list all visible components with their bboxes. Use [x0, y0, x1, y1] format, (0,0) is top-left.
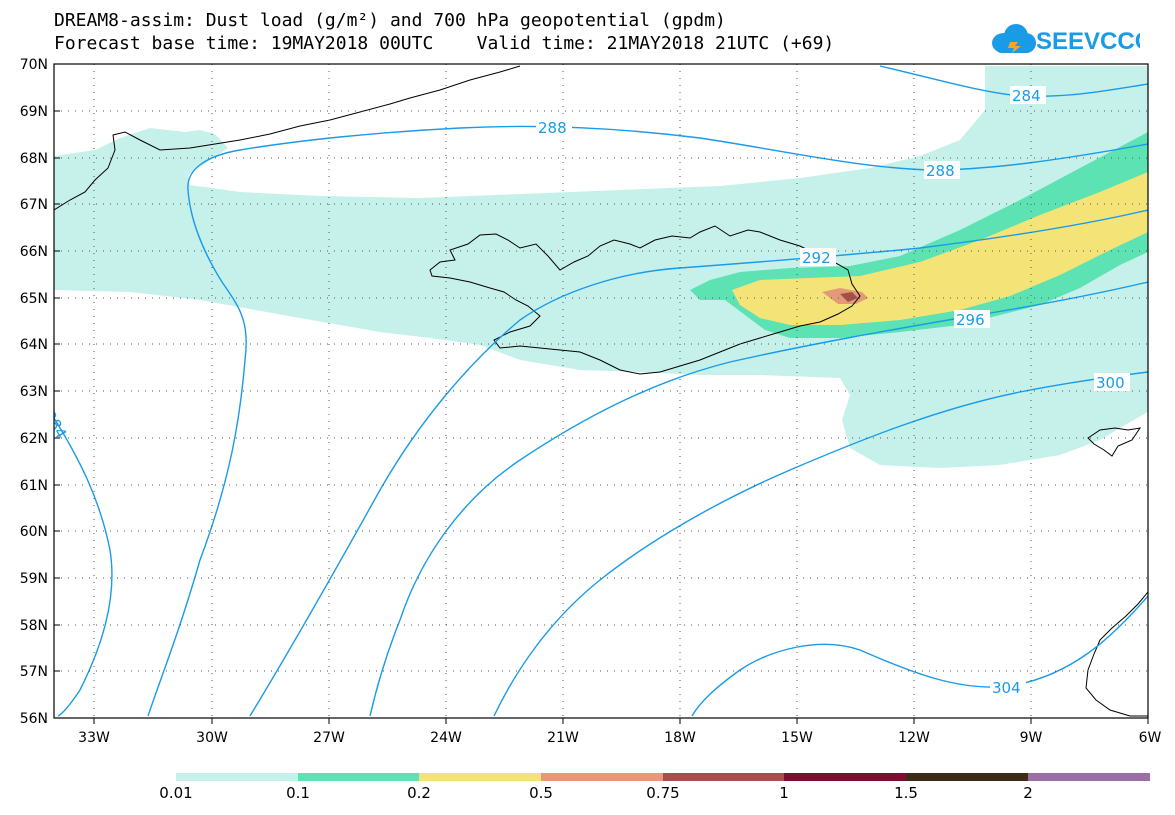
colorbar-label: 0.1: [286, 784, 310, 802]
lon-label: 24W: [430, 730, 462, 746]
contour-label-304: 304: [992, 679, 1021, 697]
lat-label: 70N: [20, 57, 48, 73]
contour-label-300: 300: [1096, 374, 1125, 392]
contour-label-288-a: 288: [538, 119, 567, 137]
dust-area-0.75: [840, 292, 858, 302]
colorbar-label: 0.5: [529, 784, 553, 802]
colorbar-segment: [906, 773, 1028, 781]
colorbar-label: 0.2: [407, 784, 431, 802]
dust-area-0.2: [732, 172, 1148, 325]
contour-292: [249, 209, 1148, 717]
colorbar-segment: [663, 773, 784, 781]
lat-label: 64N: [20, 337, 48, 353]
contour-labels: 284 288 288 292 296 300 304 284: [54, 86, 1130, 697]
lat-label: 58N: [20, 618, 48, 634]
lon-label: 18W: [664, 730, 696, 746]
lat-label: 62N: [20, 431, 48, 447]
axis-ticks: [54, 63, 1149, 724]
lat-label: 60N: [20, 524, 48, 540]
lon-label: 15W: [781, 730, 813, 746]
colorbar-label: 1.5: [894, 784, 918, 802]
contour-label-296: 296: [956, 311, 985, 329]
lon-label: 6W: [1139, 730, 1162, 746]
contour-label-288-b: 288: [926, 162, 955, 180]
colorbar-segment: [784, 773, 906, 781]
lon-label: 21W: [547, 730, 579, 746]
contour-288: [147, 125, 1148, 717]
forecast-time-info: Forecast base time: 19MAY2018 00UTC Vali…: [54, 33, 835, 54]
lon-label: 12W: [898, 730, 930, 746]
lat-label: 65N: [20, 291, 48, 307]
colorbar-label: 2: [1023, 784, 1033, 802]
logo-text: SEEVCCC: [1036, 28, 1140, 55]
colorbar-segment: [1028, 773, 1150, 781]
contour-284-west: [54, 417, 113, 717]
colorbar-label: 1: [779, 784, 789, 802]
latitude-labels: 70N 69N 68N 67N 66N 65N 64N 63N 62N 61N …: [20, 57, 48, 727]
seevccc-logo: SEEVCCC: [992, 24, 1140, 55]
map-title: DREAM8-assim: Dust load (g/m²) and 700 h…: [54, 10, 726, 31]
lat-label: 57N: [20, 664, 48, 680]
contour-label-284: 284: [1012, 87, 1041, 105]
lat-label: 67N: [20, 197, 48, 213]
colorbar-segment: [419, 773, 541, 781]
contour-304: [691, 595, 1148, 717]
colorbar: [176, 773, 1150, 781]
longitude-labels: 33W 30W 27W 24W 21W 18W 15W 12W 9W 6W: [78, 730, 1161, 746]
contour-300: [493, 371, 1148, 717]
colorbar-label: 0.75: [646, 784, 680, 802]
lon-label: 27W: [313, 730, 345, 746]
lat-label: 69N: [20, 104, 48, 120]
lat-label: 63N: [20, 384, 48, 400]
cloud-icon: [992, 24, 1036, 53]
colorbar-segment: [541, 773, 663, 781]
lat-label: 68N: [20, 151, 48, 167]
dust-area-0.01: [54, 66, 1148, 468]
lat-label: 56N: [20, 711, 48, 727]
lat-label: 66N: [20, 244, 48, 260]
lon-label: 9W: [1020, 730, 1043, 746]
colorbar-segment: [176, 773, 298, 781]
graticule: [54, 64, 1148, 718]
colorbar-segment: [298, 773, 419, 781]
contour-label-292: 292: [802, 249, 831, 267]
colorbar-label: 0.01: [159, 784, 193, 802]
lon-label: 33W: [78, 730, 110, 746]
lat-label: 61N: [20, 478, 48, 494]
lat-label: 59N: [20, 571, 48, 587]
lon-label: 30W: [196, 730, 228, 746]
